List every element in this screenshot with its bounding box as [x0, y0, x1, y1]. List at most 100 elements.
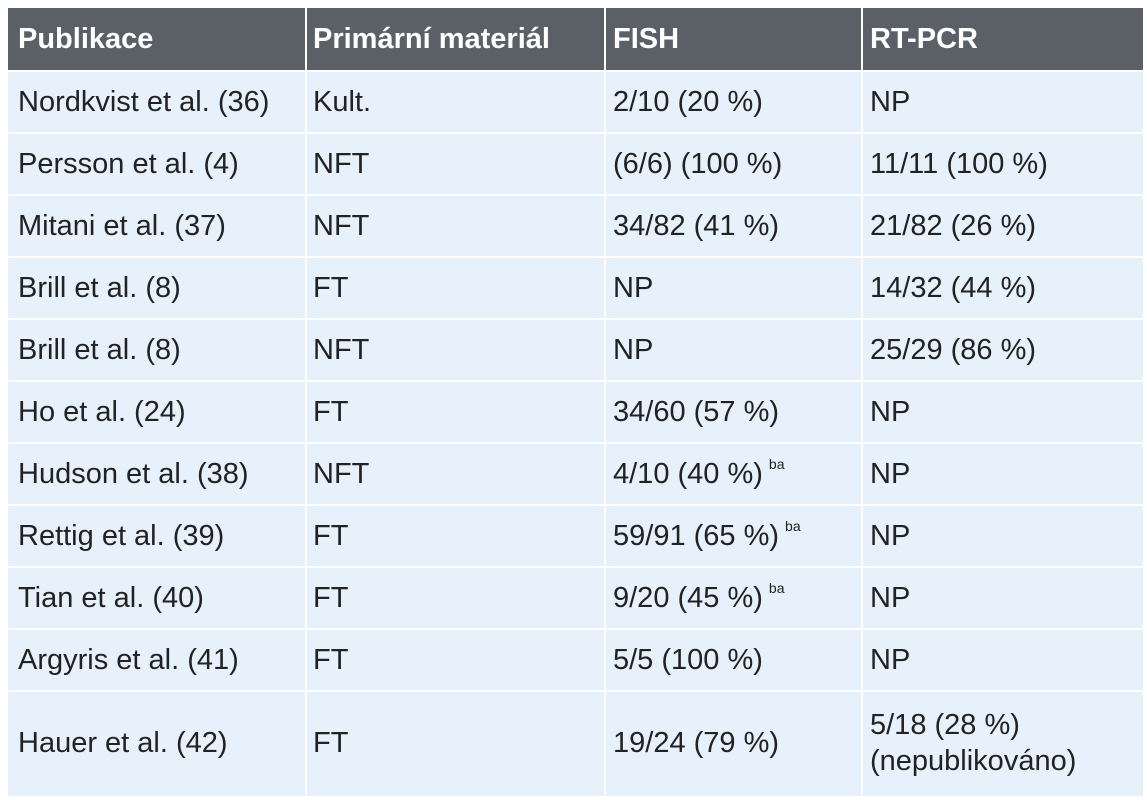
cell-primarni-material-text: NFT	[313, 333, 370, 366]
column-divider	[604, 8, 606, 70]
cell-publikace: Brill et al. (8)	[18, 320, 304, 380]
cell-rt-pcr-text: 21/82 (26 %)	[870, 209, 1037, 242]
header-rt-pcr: RT-PCR	[870, 23, 978, 55]
column-divider	[305, 8, 307, 70]
column-divider	[604, 382, 606, 442]
cell-publikace-text: Persson et al. (4)	[18, 147, 239, 180]
cell-fish-text: 9/20 (45 %)	[613, 581, 763, 614]
table-row: Persson et al. (4) NFT (6/6) (100 %) 11/11 …	[8, 132, 1143, 194]
table-row: Brill et al. (8) FT NP 14/32 (44 %)	[8, 256, 1143, 318]
column-divider	[604, 196, 606, 256]
results-table: Publikace Primární materiál FISH RT-PCR …	[8, 8, 1143, 796]
column-divider	[861, 630, 863, 690]
cell-publikace-text: Mitani et al. (37)	[18, 209, 226, 242]
table-row: Rettig et al. (39) FT 59/91 (65 %) ba NP	[8, 504, 1143, 566]
column-divider	[305, 134, 307, 194]
cell-rt-pcr-text: NP	[870, 581, 911, 614]
cell-fish-text: NP	[613, 333, 654, 366]
column-divider	[604, 258, 606, 318]
column-divider	[305, 568, 307, 628]
cell-fish: 5/5 (100 %)	[613, 630, 858, 690]
cell-primarni-material-text: Kult.	[313, 85, 372, 118]
cell-rt-pcr-text: NP	[870, 395, 911, 428]
cell-rt-pcr-text: 25/29 (86 %)	[870, 333, 1037, 366]
cell-publikace-text: Rettig et al. (39)	[18, 519, 225, 552]
cell-primarni-material: NFT	[313, 196, 601, 256]
cell-rt-pcr-text: 5/18 (28 %)	[870, 709, 1020, 741]
cell-publikace: Hudson et al. (38)	[18, 444, 304, 504]
column-divider	[861, 506, 863, 566]
cell-publikace-text: Brill et al. (8)	[18, 333, 181, 366]
cell-primarni-material-text: FT	[313, 519, 349, 552]
cell-fish-text: 2/10 (20 %)	[613, 85, 763, 118]
cell-primarni-material: NFT	[313, 134, 601, 194]
table-row: Argyris et al. (41) FT 5/5 (100 %) NP	[8, 628, 1143, 690]
cell-primarni-material: FT	[313, 568, 601, 628]
column-divider	[305, 630, 307, 690]
cell-publikace-text: Hauer et al. (42)	[18, 726, 228, 759]
column-divider	[861, 72, 863, 132]
cell-publikace: Persson et al. (4)	[18, 134, 304, 194]
column-divider	[861, 382, 863, 442]
cell-rt-pcr-text: NP	[870, 85, 911, 118]
cell-publikace-text: Brill et al. (8)	[18, 271, 181, 304]
table-header: Publikace Primární materiál FISH RT-PCR	[8, 8, 1143, 70]
cell-rt-pcr: NP	[870, 630, 1138, 690]
column-divider	[305, 382, 307, 442]
cell-rt-pcr-note: (nepublikováno)	[870, 745, 1077, 777]
column-divider	[861, 692, 863, 794]
cell-rt-pcr: 5/18 (28 %) (nepublikováno)	[870, 692, 1138, 794]
cell-primarni-material: NFT	[313, 444, 601, 504]
cell-primarni-material-text: NFT	[313, 209, 370, 242]
table-row: Tian et al. (40) FT 9/20 (45 %) ba NP	[8, 566, 1143, 628]
cell-rt-pcr-text: NP	[870, 643, 911, 676]
column-divider	[604, 444, 606, 504]
cell-rt-pcr-text: 11/11 (100 %)	[870, 147, 1048, 180]
cell-fish: (6/6) (100 %)	[613, 134, 858, 194]
table-row: Nordkvist et al. (36) Kult. 2/10 (20 %) NP	[8, 70, 1143, 132]
cell-fish-text: 4/10 (40 %)	[613, 457, 763, 490]
cell-fish-text: 19/24 (79 %)	[613, 726, 780, 759]
column-divider	[604, 320, 606, 380]
cell-primarni-material: FT	[313, 382, 601, 442]
column-divider	[604, 134, 606, 194]
cell-fish-text: NP	[613, 271, 654, 304]
column-divider	[861, 134, 863, 194]
header-fish: FISH	[613, 23, 680, 55]
cell-primarni-material-text: NFT	[313, 147, 370, 180]
column-divider	[305, 72, 307, 132]
cell-fish-text: 59/91 (65 %)	[613, 519, 780, 552]
column-divider	[861, 320, 863, 380]
cell-rt-pcr: 11/11 (100 %)	[870, 134, 1138, 194]
column-divider	[604, 630, 606, 690]
cell-fish: 9/20 (45 %) ba	[613, 568, 858, 628]
column-divider	[604, 72, 606, 132]
cell-publikace: Tian et al. (40)	[18, 568, 304, 628]
cell-primarni-material-text: FT	[313, 395, 349, 428]
cell-primarni-material: FT	[313, 692, 601, 794]
cell-fish: 34/82 (41 %)	[613, 196, 858, 256]
table-row: Hauer et al. (42) FT 19/24 (79 %) 5/18 (28 …	[8, 690, 1143, 794]
cell-publikace: Nordkvist et al. (36)	[18, 72, 304, 132]
column-divider	[861, 196, 863, 256]
header-publikace: Publikace	[18, 23, 154, 55]
cell-publikace: Mitani et al. (37)	[18, 196, 304, 256]
column-divider	[305, 692, 307, 794]
cell-fish: 2/10 (20 %)	[613, 72, 858, 132]
table-row: Brill et al. (8) NFT NP 25/29 (86 %)	[8, 318, 1143, 380]
fish-footnote-marker: ba	[785, 518, 801, 534]
cell-primarni-material-text: NFT	[313, 457, 370, 490]
cell-rt-pcr: NP	[870, 568, 1138, 628]
cell-rt-pcr-text: NP	[870, 457, 911, 490]
cell-primarni-material-text: FT	[313, 271, 349, 304]
cell-primarni-material: NFT	[313, 320, 601, 380]
column-divider	[305, 258, 307, 318]
cell-fish-text: 34/60 (57 %)	[613, 395, 780, 428]
cell-rt-pcr: NP	[870, 72, 1138, 132]
cell-primarni-material: FT	[313, 506, 601, 566]
cell-rt-pcr: NP	[870, 506, 1138, 566]
column-divider	[604, 568, 606, 628]
cell-rt-pcr-text: NP	[870, 519, 911, 552]
cell-publikace: Ho et al. (24)	[18, 382, 304, 442]
cell-rt-pcr: NP	[870, 382, 1138, 442]
